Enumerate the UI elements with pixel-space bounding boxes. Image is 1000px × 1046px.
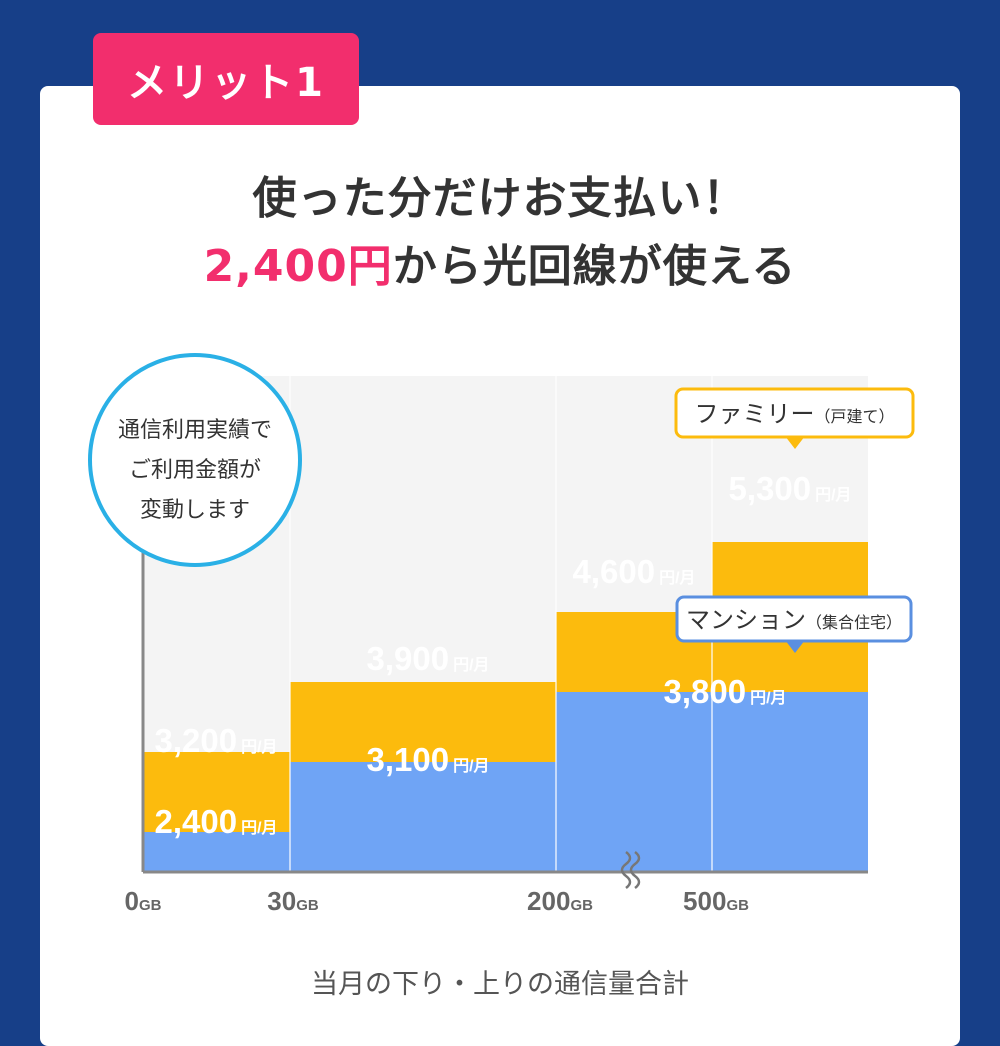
legend-family-callout: ファミリー（戸建て）: [674, 387, 915, 449]
callout-pointer: [785, 436, 805, 449]
x-axis-title: 当月の下り・上りの通信量合計: [311, 969, 689, 1000]
bar-mansion-3: [712, 692, 868, 872]
usage-note-line: 通信利用実績で: [118, 418, 272, 443]
usage-note-ring: [88, 353, 302, 567]
family-label-500: 5,300 円/月: [728, 470, 851, 507]
callout-pointer: [785, 640, 805, 653]
mansion-label-30-200: 3,100 円/月: [366, 741, 489, 778]
callout-text: マンション（集合住宅）: [686, 606, 902, 634]
family-label-30-200: 3,900 円/月: [366, 640, 489, 677]
mansion-label-0-30: 2,400 円/月: [154, 803, 277, 840]
bar-mansion-2: [556, 692, 712, 872]
bar-family-0: [143, 752, 290, 832]
axis-break-mark: [629, 851, 641, 889]
headline-price: 2,400円: [203, 241, 393, 292]
usage-note-line: 変動します: [140, 498, 250, 523]
pricing-chart: 3,200 円/月 3,900 円/月 4,600 円/月 5,300 円/月 2,400 円/月…: [88, 353, 915, 916]
family-label-200-500: 4,600 円/月: [572, 553, 695, 590]
x-tick-label: 200GB: [527, 886, 593, 916]
headline-line2: 2,400円から光回線が使える: [0, 230, 1000, 294]
bar-mansion-1: [290, 762, 556, 872]
mansion-label-200-plus: 3,800 円/月: [663, 673, 786, 710]
bar-mansion-0: [143, 832, 290, 872]
headline-rest: から光回線が使える: [392, 241, 797, 292]
axis-break: [620, 851, 641, 889]
headline-line1: 使った分だけお支払い！: [252, 173, 748, 224]
family-label-0-30: 3,200 円/月: [154, 722, 277, 759]
usage-note-line: ご利用金額が: [129, 458, 261, 483]
callout-text: ファミリー（戸建て）: [694, 400, 894, 428]
merit-badge: メリット1: [93, 33, 359, 125]
x-tick-label: 30GB: [267, 886, 319, 916]
x-tick-label: 0GB: [125, 886, 162, 916]
x-tick-label: 500GB: [683, 886, 749, 916]
bar-family-1: [290, 682, 556, 762]
axis-break-mark: [620, 851, 632, 889]
legend-mansion-callout: マンション（集合住宅）: [675, 595, 913, 653]
